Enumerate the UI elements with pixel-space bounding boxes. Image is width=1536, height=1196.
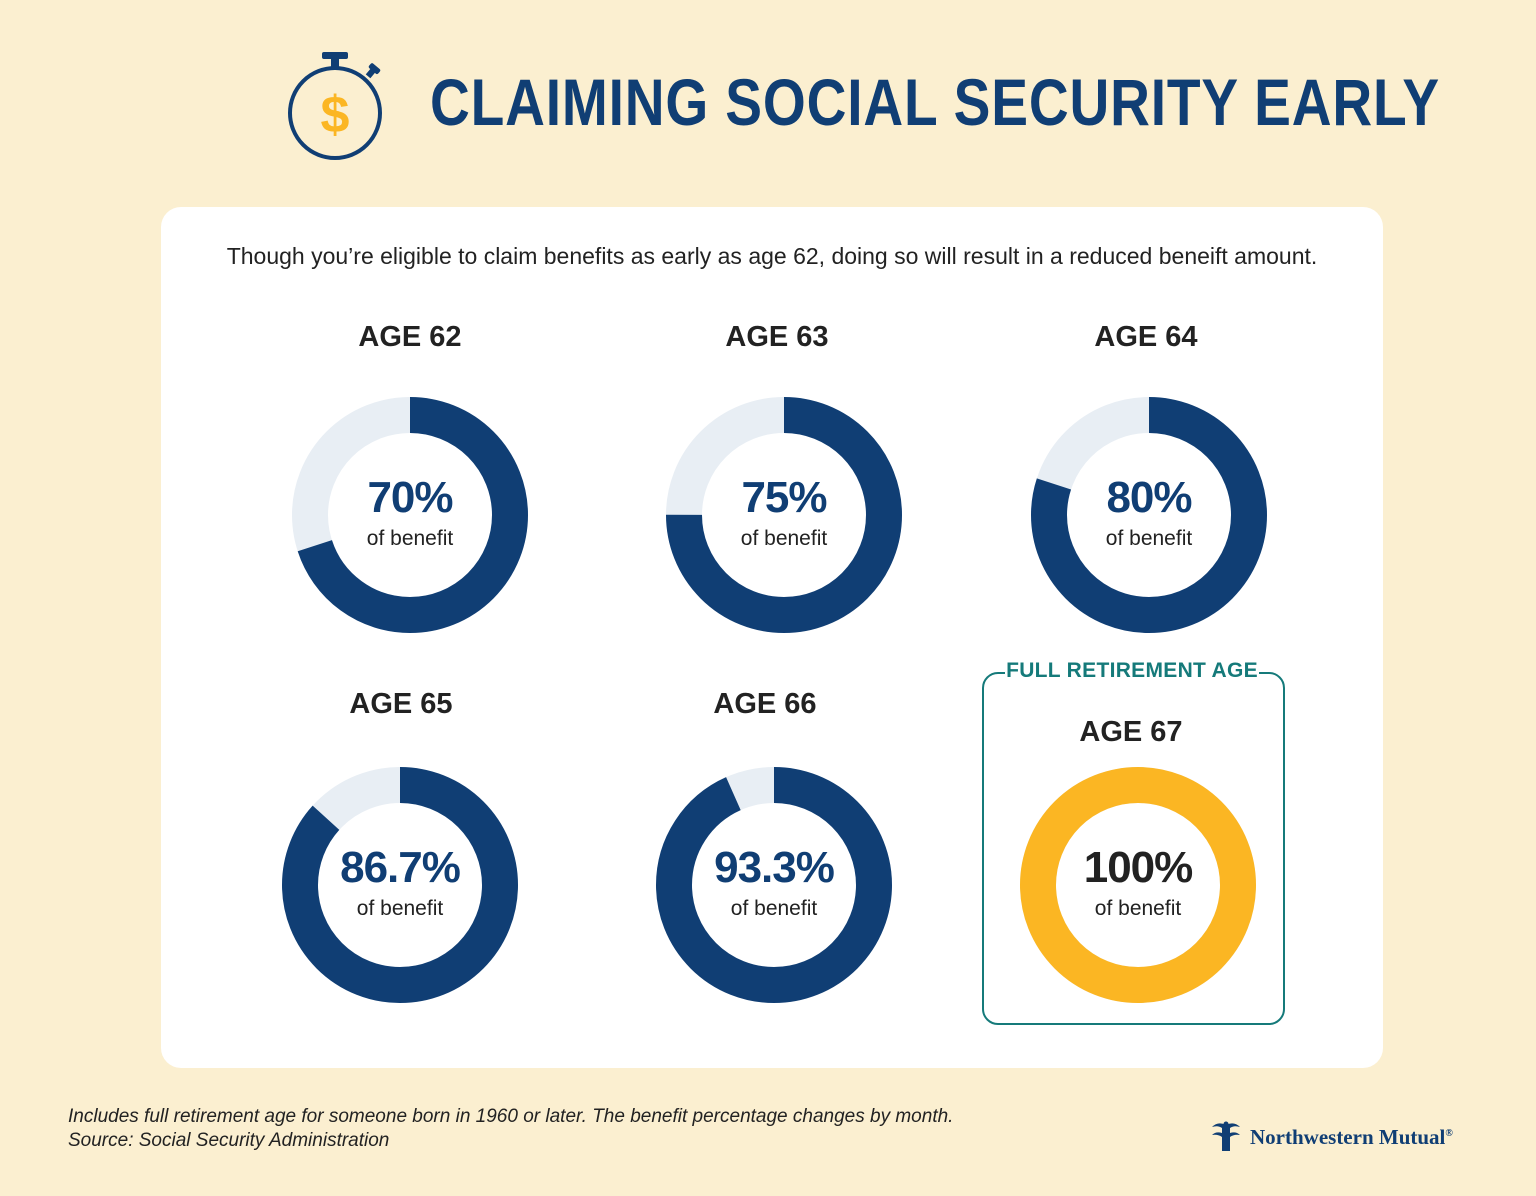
benefit-sublabel: of benefit [1105,527,1193,550]
registered-mark: ® [1445,1128,1453,1139]
donut-svg [282,767,518,1003]
svg-text:$: $ [321,86,350,144]
benefit-sublabel: of benefit [366,527,454,550]
benefit-sublabel: of benefit [730,897,818,920]
donut-age-62: 70% of benefit [290,395,530,635]
benefit-percent: 100% [1083,843,1194,892]
full-retirement-age-label: FULL RETIREMENT AGE [1005,657,1259,685]
brand-name-text: Northwestern Mutual [1250,1125,1446,1149]
benefit-percent: 70% [367,473,453,522]
donut-value-arc [1031,397,1267,633]
age-label: AGE 65 [349,688,453,720]
footnote-text: Includes full retirement age for someone… [68,1106,954,1127]
benefit-percent: 75% [741,473,827,522]
stopwatch-dollar-icon: $ [288,52,382,160]
page-title: CLAIMING SOCIAL SECURITY EARLY [430,65,1441,139]
donut-age-67: 100% of benefit [1018,765,1258,1005]
age-label: AGE 64 [1094,321,1198,353]
benefit-percent: 80% [1106,473,1192,522]
donut-svg [656,767,892,1003]
donut-age-63: 75% of benefit [664,395,904,635]
donut-age-64: 80% of benefit [1029,395,1269,635]
footnote: Includes full retirement age for someone… [68,1105,953,1153]
northwestern-mutual-logo-icon [1212,1121,1240,1151]
donut-svg [666,397,902,633]
donut-value-arc [656,767,892,1003]
benefit-percent: 86.7% [340,843,461,892]
donut-age-65: 86.7% of benefit [280,765,520,1005]
age-label: AGE 63 [725,321,829,353]
donut-svg [1031,397,1267,633]
source-text: Source: Social Security Administration [68,1130,390,1151]
age-label: AGE 67 [1079,716,1183,748]
donut-svg [292,397,528,633]
age-label: AGE 62 [358,321,462,353]
benefit-percent: 93.3% [714,843,835,892]
donut-age-66: 93.3% of benefit [654,765,894,1005]
donut-value-arc [1020,767,1256,1003]
donut-value-arc [282,767,518,1003]
benefit-sublabel: of benefit [1094,897,1182,920]
benefit-sublabel: of benefit [740,527,828,550]
intro-text: Though you’re eligible to claim benefits… [226,243,1318,269]
brand-name: Northwestern Mutual® [1250,1125,1453,1150]
donut-value-arc [292,397,528,633]
content-card: Though you’re eligible to claim benefits… [161,207,1383,1068]
donut-svg [1020,767,1256,1003]
age-label: AGE 66 [713,688,817,720]
header: $ CLAIMING SOCIAL SECURITY EARLY [0,0,1536,190]
benefit-sublabel: of benefit [356,897,444,920]
donut-value-arc [666,397,902,633]
